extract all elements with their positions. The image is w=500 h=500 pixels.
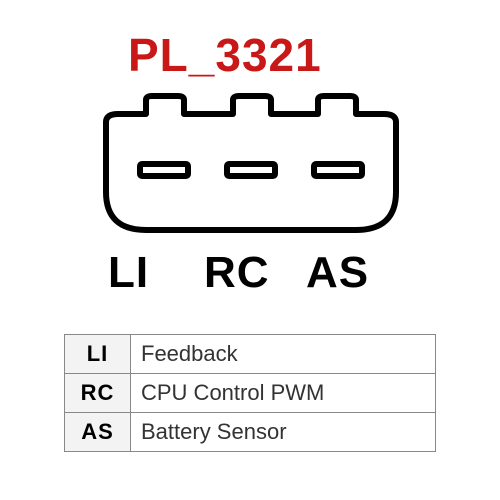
pin-labels-row: LI RC AS bbox=[108, 248, 398, 298]
legend-desc: CPU Control PWM bbox=[131, 374, 436, 413]
legend-code: AS bbox=[65, 413, 131, 452]
legend-code: LI bbox=[65, 335, 131, 374]
part-number-title: PL_3321 bbox=[128, 28, 322, 82]
table-row: AS Battery Sensor bbox=[65, 413, 436, 452]
pin-label-1: LI bbox=[108, 248, 204, 298]
legend-table: LI Feedback RC CPU Control PWM AS Batter… bbox=[64, 334, 436, 452]
pin-label-2: RC bbox=[204, 248, 306, 298]
legend-code: RC bbox=[65, 374, 131, 413]
connector-diagram bbox=[96, 92, 406, 237]
table-row: LI Feedback bbox=[65, 335, 436, 374]
legend-desc: Battery Sensor bbox=[131, 413, 436, 452]
pin-label-3: AS bbox=[306, 248, 392, 298]
table-row: RC CPU Control PWM bbox=[65, 374, 436, 413]
legend-desc: Feedback bbox=[131, 335, 436, 374]
